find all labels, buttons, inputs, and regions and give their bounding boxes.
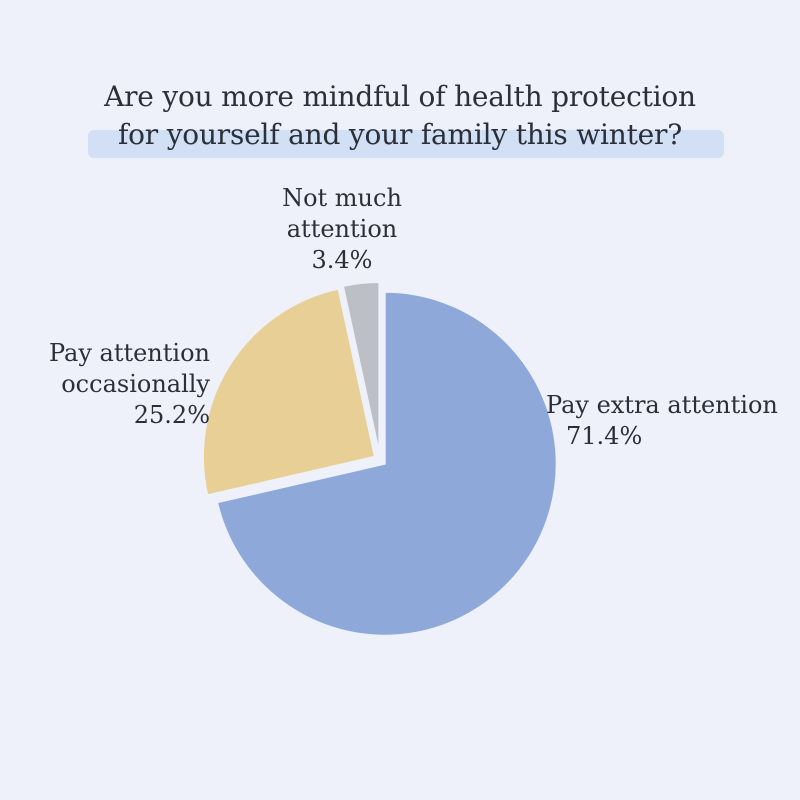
label-not-much-value: 3.4% — [311, 246, 373, 274]
label-occasionally-line-1: Pay attention — [48, 339, 210, 367]
label-not-much-attention: Not much attention 3.4% — [252, 183, 432, 276]
title-highlight — [88, 130, 724, 158]
chart-title: Are you more mindful of health protectio… — [0, 78, 800, 154]
label-pay-extra-attention-text: Pay extra attention — [546, 391, 778, 419]
label-not-much-line-1: Not much — [282, 184, 402, 212]
pie-slice-pay-attention-occasionally — [201, 287, 376, 497]
label-pay-attention-occasionally: Pay attention occasionally 25.2% — [20, 338, 210, 431]
pie-slice-not-much-attention — [341, 281, 381, 456]
label-pay-extra-attention-value: 71.4% — [566, 422, 643, 450]
chart-title-line-1: Are you more mindful of health protectio… — [104, 80, 696, 113]
label-occasionally-line-2: occasionally — [61, 370, 210, 398]
label-not-much-line-2: attention — [286, 215, 398, 243]
chart-title-line-2: for yourself and your family this winter… — [117, 118, 683, 151]
label-occasionally-value: 25.2% — [133, 401, 210, 429]
label-pay-extra-attention: Pay extra attention 71.4% — [546, 390, 786, 452]
pie-slice-pay-extra-attention — [216, 290, 558, 637]
